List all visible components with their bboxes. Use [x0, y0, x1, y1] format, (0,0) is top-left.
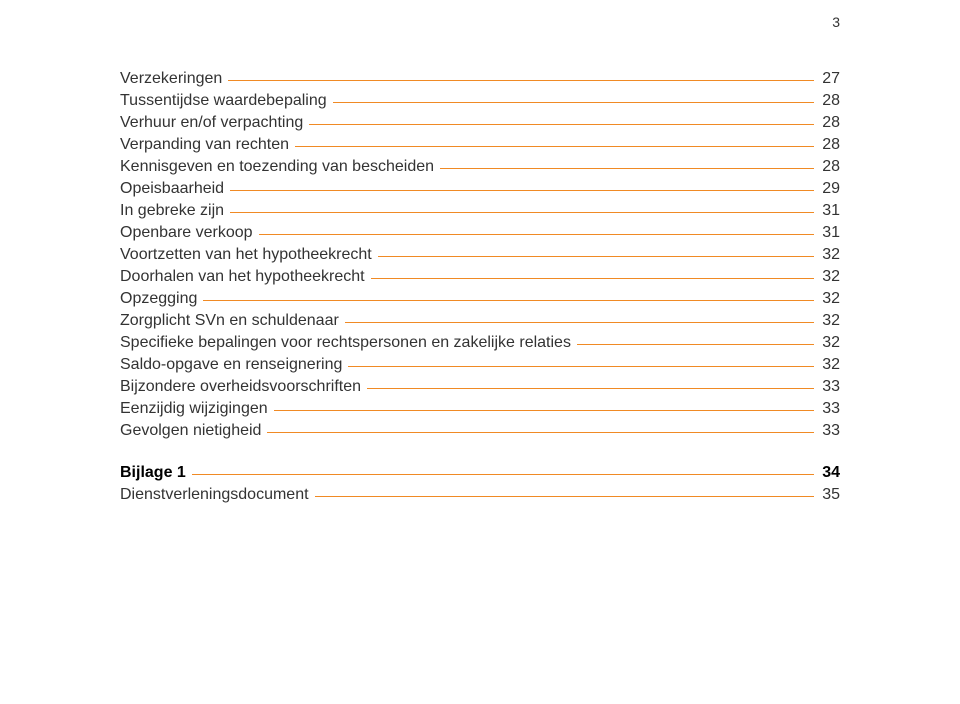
toc-row: Zorgplicht SVn en schuldenaar 32 — [120, 312, 840, 330]
toc-row: Bijzondere overheidsvoorschriften 33 — [120, 378, 840, 396]
toc-entry-label: Gevolgen nietigheid — [120, 422, 267, 440]
toc-entry-page: 35 — [814, 486, 840, 504]
toc-entry-page: 33 — [814, 400, 840, 418]
toc-leader-line — [295, 146, 814, 147]
toc-entry-label: Verhuur en/of verpachting — [120, 114, 309, 132]
page-number: 3 — [832, 14, 840, 30]
toc-leader-line — [267, 432, 814, 433]
toc-leader-line — [192, 474, 814, 475]
toc-gap — [120, 444, 840, 464]
toc-row: Openbare verkoop 31 — [120, 224, 840, 242]
toc-entry-label: Bijlage 1 — [120, 464, 192, 482]
toc-row: Doorhalen van het hypotheekrecht 32 — [120, 268, 840, 286]
toc-row: Kennisgeven en toezending van bescheiden… — [120, 158, 840, 176]
toc-entry-label: Specifieke bepalingen voor rechtspersone… — [120, 334, 577, 352]
toc-leader-line — [230, 190, 814, 191]
page: 3 Verzekeringen 27 Tussentijdse waardebepa… — [0, 0, 960, 704]
toc-entry-page: 32 — [814, 290, 840, 308]
toc-entry-label: Bijzondere overheidsvoorschriften — [120, 378, 367, 396]
toc-row: Opeisbaarheid 29 — [120, 180, 840, 198]
toc-entry-page: 32 — [814, 312, 840, 330]
toc-entry-page: 31 — [814, 224, 840, 242]
toc-entry-page: 33 — [814, 378, 840, 396]
toc-entry-label: Zorgplicht SVn en schuldenaar — [120, 312, 345, 330]
toc-row: Gevolgen nietigheid 33 — [120, 422, 840, 440]
toc-leader-line — [345, 322, 814, 323]
toc-leader-line — [228, 80, 814, 81]
toc-leader-line — [333, 102, 815, 103]
toc-row: Verzekeringen 27 — [120, 70, 840, 88]
toc-row: Specifieke bepalingen voor rechtspersone… — [120, 334, 840, 352]
toc-entry-label: Dienstverleningsdocument — [120, 486, 315, 504]
toc-entry-page: 27 — [814, 70, 840, 88]
toc-leader-line — [348, 366, 814, 367]
toc-leader-line — [440, 168, 814, 169]
toc-entry-page: 32 — [814, 246, 840, 264]
toc-entry-label: Verpanding van rechten — [120, 136, 295, 154]
toc-entry-page: 28 — [814, 136, 840, 154]
toc-entry-page: 32 — [814, 356, 840, 374]
toc-entry-page: 33 — [814, 422, 840, 440]
toc-entry-label: Eenzijdig wijzigingen — [120, 400, 274, 418]
toc-leader-line — [367, 388, 814, 389]
toc-leader-line — [577, 344, 814, 345]
toc-entry-page: 32 — [814, 268, 840, 286]
table-of-contents: Verzekeringen 27 Tussentijdse waardebepali… — [120, 70, 840, 504]
toc-entry-label: In gebreke zijn — [120, 202, 230, 220]
toc-row: Voortzetten van het hypotheekrecht 32 — [120, 246, 840, 264]
toc-row: Dienstverleningsdocument 35 — [120, 486, 840, 504]
toc-row: Tussentijdse waardebepaling 28 — [120, 92, 840, 110]
toc-entry-page: 34 — [814, 464, 840, 482]
toc-row: Verhuur en/of verpachting 28 — [120, 114, 840, 132]
toc-entry-page: 28 — [814, 114, 840, 132]
toc-leader-line — [309, 124, 814, 125]
toc-row: Verpanding van rechten 28 — [120, 136, 840, 154]
toc-entry-label: Kennisgeven en toezending van bescheiden — [120, 158, 440, 176]
toc-row: Bijlage 1 34 — [120, 464, 840, 482]
toc-leader-line — [315, 496, 815, 497]
toc-leader-line — [203, 300, 814, 301]
toc-entry-label: Doorhalen van het hypotheekrecht — [120, 268, 371, 286]
toc-leader-line — [371, 278, 815, 279]
toc-entry-page: 28 — [814, 158, 840, 176]
toc-row: In gebreke zijn 31 — [120, 202, 840, 220]
toc-entry-page: 31 — [814, 202, 840, 220]
toc-entry-label: Opeisbaarheid — [120, 180, 230, 198]
toc-row: Opzegging 32 — [120, 290, 840, 308]
toc-leader-line — [230, 212, 814, 213]
toc-entry-label: Verzekeringen — [120, 70, 228, 88]
toc-row: Saldo-opgave en renseignering 32 — [120, 356, 840, 374]
toc-entry-page: 28 — [814, 92, 840, 110]
toc-row: Eenzijdig wijzigingen 33 — [120, 400, 840, 418]
toc-leader-line — [259, 234, 815, 235]
toc-leader-line — [274, 410, 815, 411]
toc-leader-line — [378, 256, 814, 257]
toc-entry-page: 29 — [814, 180, 840, 198]
toc-entry-label: Opzegging — [120, 290, 203, 308]
toc-entry-label: Openbare verkoop — [120, 224, 259, 242]
toc-entry-label: Voortzetten van het hypotheekrecht — [120, 246, 378, 264]
toc-entry-label: Tussentijdse waardebepaling — [120, 92, 333, 110]
toc-entry-label: Saldo-opgave en renseignering — [120, 356, 348, 374]
toc-entry-page: 32 — [814, 334, 840, 352]
